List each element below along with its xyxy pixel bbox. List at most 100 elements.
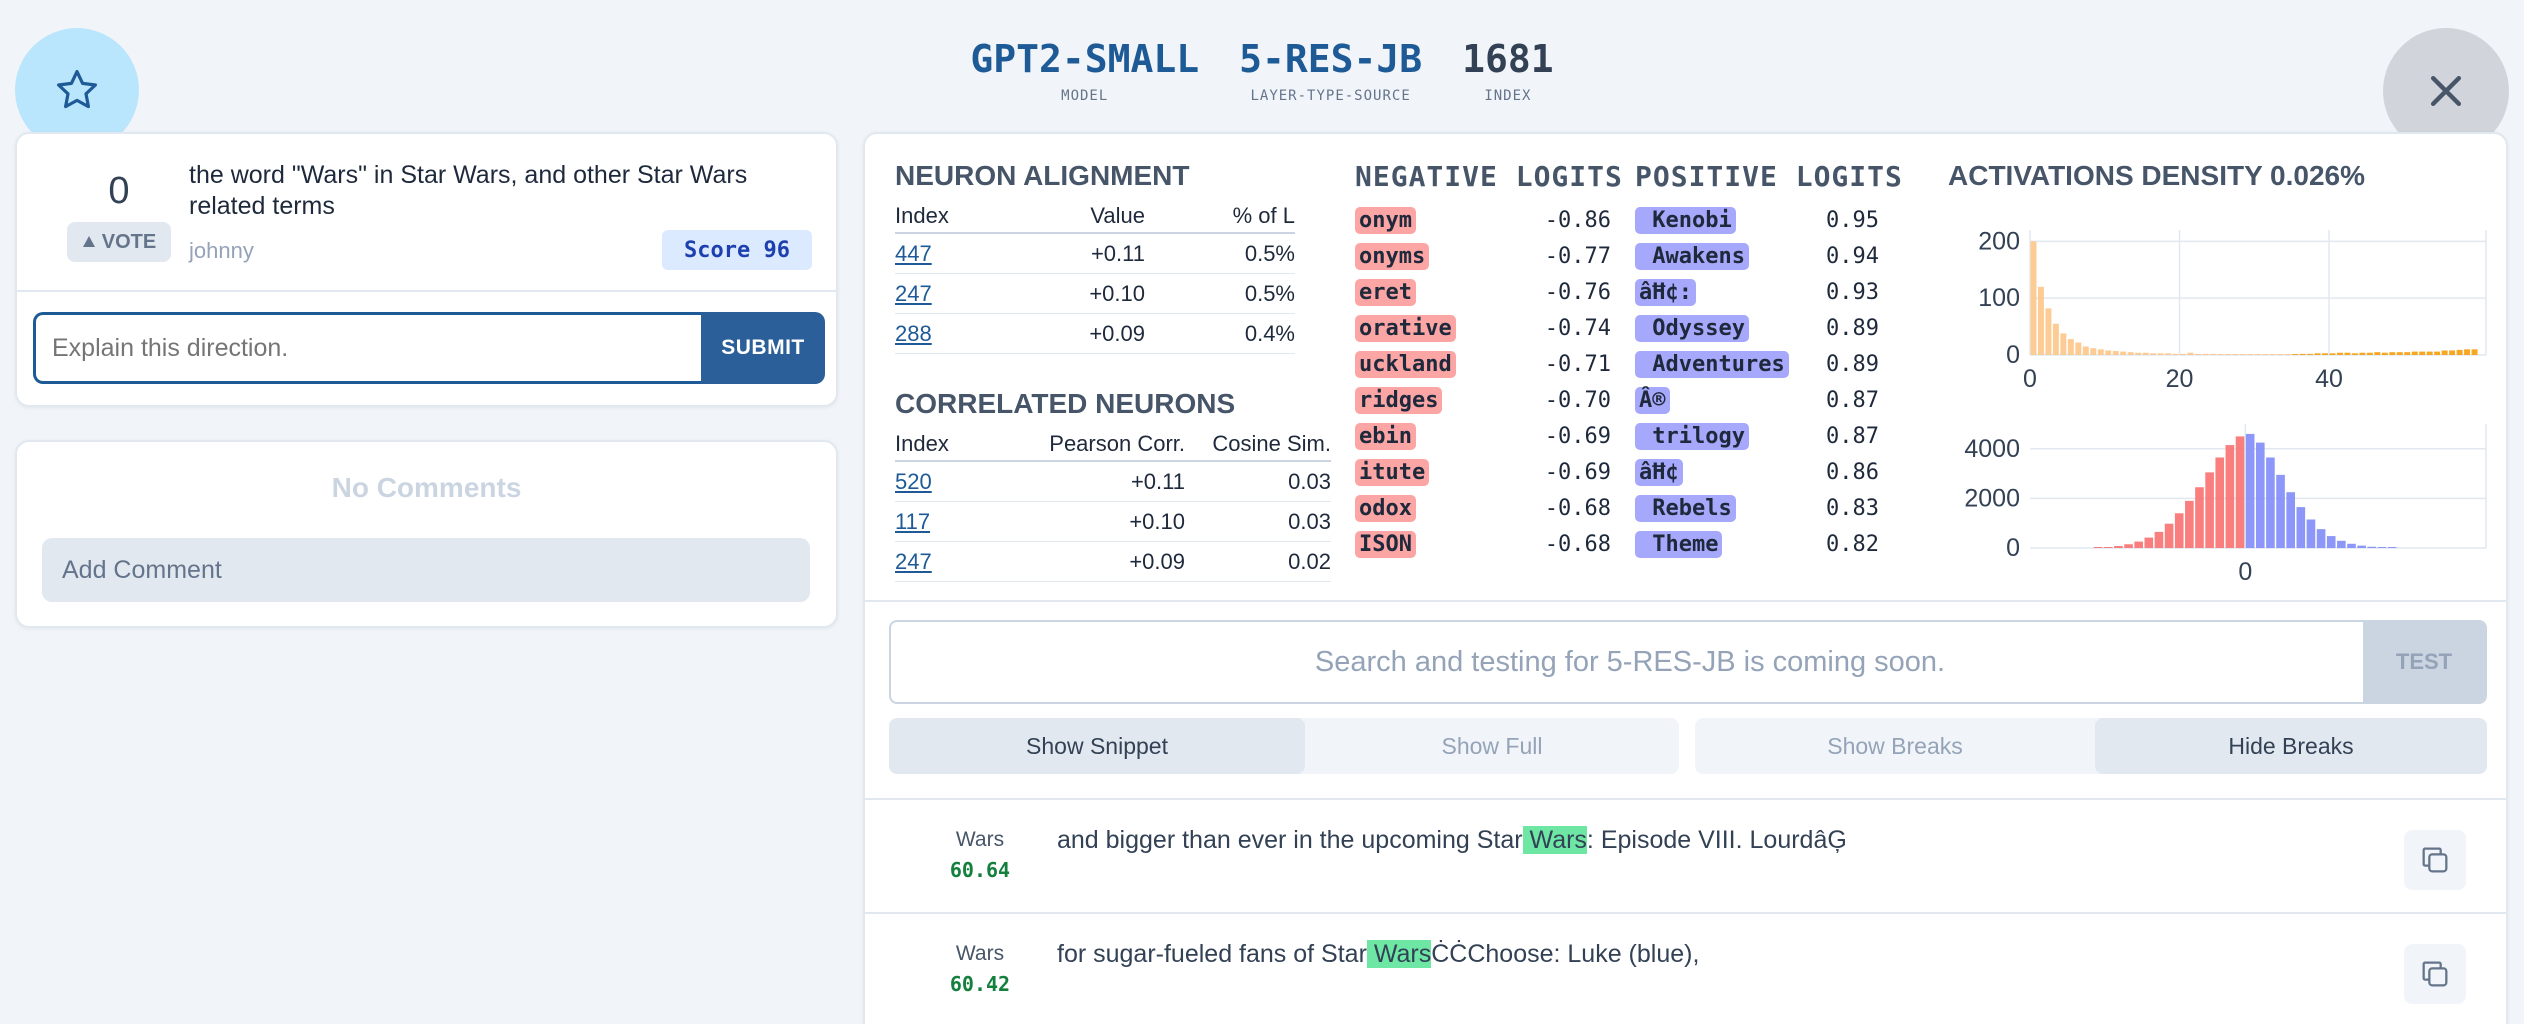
logit-value: 0.87 — [1826, 387, 1879, 413]
source-value[interactable]: 5-RES-JB — [1239, 37, 1423, 81]
search-input[interactable]: Search and testing for 5-RES-JB is comin… — [1314, 645, 1946, 678]
histogram-bar — [2299, 353, 2306, 355]
logit-row: eret -0.76 — [1355, 274, 1611, 310]
histogram-bar — [2307, 353, 2314, 355]
neuron-index-link[interactable]: 288 — [895, 320, 932, 346]
column-header: % of L — [1232, 203, 1295, 228]
logit-token: Â® — [1635, 386, 1670, 414]
index-label: INDEX — [1484, 88, 1532, 104]
histogram-bar — [2449, 350, 2456, 355]
positive-logits-title: POSITIVE LOGITS — [1635, 160, 1903, 193]
neuron-index-link[interactable]: 447 — [895, 240, 932, 266]
histogram-bar — [2202, 353, 2209, 355]
show-snippet-button[interactable]: Show Snippet — [889, 718, 1305, 774]
histogram-bar — [2269, 354, 2276, 355]
y-tick-label: 100 — [1978, 284, 2020, 312]
table-row: 117 +0.10 0.03 — [895, 502, 1331, 542]
histogram-bar — [2464, 349, 2471, 355]
histogram-bar — [2359, 352, 2366, 355]
neuron-value: +0.11 — [1090, 240, 1145, 266]
histogram-bar — [2174, 513, 2184, 548]
histogram-bar — [2266, 457, 2275, 548]
neuron-index-link[interactable]: 520 — [895, 468, 932, 494]
add-comment-input[interactable]: Add Comment — [42, 538, 810, 602]
histogram-bar — [2292, 354, 2299, 355]
feature-detail-panel: NEURON ALIGNMENT Index Value % of L 447 … — [863, 132, 2508, 1024]
logit-token: Awakens — [1635, 242, 1749, 270]
snippet-activation: 60.42 — [949, 972, 1011, 996]
model-value[interactable]: GPT2-SMALL — [970, 37, 1200, 81]
table-row: 288 +0.09 0.4% — [895, 314, 1295, 354]
logit-value: -0.71 — [1544, 351, 1611, 377]
histogram-bar — [2215, 457, 2225, 548]
histogram-bar — [2396, 352, 2403, 355]
histogram-bar — [2314, 353, 2321, 355]
histogram-bar — [2367, 546, 2377, 548]
copy-button[interactable] — [2404, 944, 2466, 1004]
histogram-bar — [2165, 353, 2172, 355]
histogram-bar — [2224, 354, 2231, 355]
hide-breaks-button[interactable]: Hide Breaks — [2095, 718, 2487, 774]
histogram-bar — [2456, 349, 2463, 355]
histogram-bar — [2276, 474, 2285, 548]
neuron-pct: 0.5% — [1244, 240, 1295, 266]
histogram-bar — [2296, 507, 2306, 548]
table-row: 247 +0.09 0.02 — [895, 542, 1331, 582]
submit-button[interactable]: SUBMIT — [701, 312, 825, 384]
show-breaks-button[interactable]: Show Breaks — [1827, 732, 1963, 759]
histogram-bar — [2351, 353, 2358, 355]
x-tick-label: 40 — [2315, 365, 2343, 390]
histogram-bar — [2142, 352, 2149, 355]
histogram-bar — [2112, 351, 2119, 355]
histogram-bar — [2426, 351, 2433, 355]
pearson-value: +0.11 — [1130, 468, 1185, 494]
neuron-index-link[interactable]: 117 — [895, 508, 931, 534]
logit-value: -0.70 — [1544, 387, 1611, 413]
neuron-index-link[interactable]: 247 — [895, 548, 932, 574]
histogram-bar — [2172, 353, 2179, 355]
histogram-bar — [2225, 445, 2235, 548]
logit-row: Kenobi 0.95 — [1635, 202, 1891, 238]
index-value: 1681 — [1462, 37, 1554, 81]
histogram-bar — [2157, 353, 2164, 355]
histogram-bar — [2377, 547, 2387, 548]
explanation-text: the word "Wars" in Star Wars, and other … — [189, 161, 748, 220]
histogram-bar — [2336, 352, 2343, 355]
logit-row: Theme 0.82 — [1635, 526, 1891, 562]
logit-token: âĦ¢ — [1635, 458, 1683, 486]
explanation-author[interactable]: johnny — [189, 238, 254, 263]
logit-value: -0.74 — [1544, 315, 1611, 341]
logit-row: onym -0.86 — [1355, 202, 1611, 238]
favorite-star-button[interactable] — [15, 28, 139, 152]
show-full-button[interactable]: Show Full — [1441, 732, 1543, 759]
explain-input[interactable] — [33, 312, 701, 384]
copy-button[interactable] — [2404, 830, 2466, 890]
histogram-bar — [2434, 351, 2441, 355]
vote-button[interactable]: VOTE — [67, 222, 171, 262]
logit-token: orative — [1355, 314, 1456, 342]
source-label: LAYER-TYPE-SOURCE — [1250, 88, 1411, 104]
histogram-bar — [2144, 537, 2154, 548]
x-tick-label: 0 — [2023, 365, 2037, 390]
logit-token: uckland — [1355, 350, 1456, 378]
logit-value: -0.76 — [1544, 279, 1611, 305]
divider — [17, 290, 836, 292]
logit-value: -0.69 — [1544, 423, 1611, 449]
histogram-bar — [2404, 352, 2411, 355]
test-button[interactable]: TEST — [2363, 622, 2485, 702]
neuron-index-link[interactable]: 247 — [895, 280, 932, 306]
logit-value: 0.86 — [1826, 459, 1879, 485]
logit-row: âĦ¢ 0.86 — [1635, 454, 1891, 490]
logit-row: âĦ¢: 0.93 — [1635, 274, 1891, 310]
logit-row: ridges -0.70 — [1355, 382, 1611, 418]
histogram-bar — [2232, 354, 2239, 355]
histogram-bar — [2185, 500, 2194, 548]
histogram-bar — [2306, 519, 2316, 548]
histogram-bar — [2322, 353, 2329, 355]
logit-token: Adventures — [1635, 350, 1789, 378]
histogram-bar — [2045, 308, 2052, 355]
logit-token: Odyssey — [1635, 314, 1749, 342]
logit-value: -0.77 — [1544, 243, 1611, 269]
histogram-bar — [2090, 348, 2097, 355]
histogram-bar — [2381, 352, 2388, 355]
